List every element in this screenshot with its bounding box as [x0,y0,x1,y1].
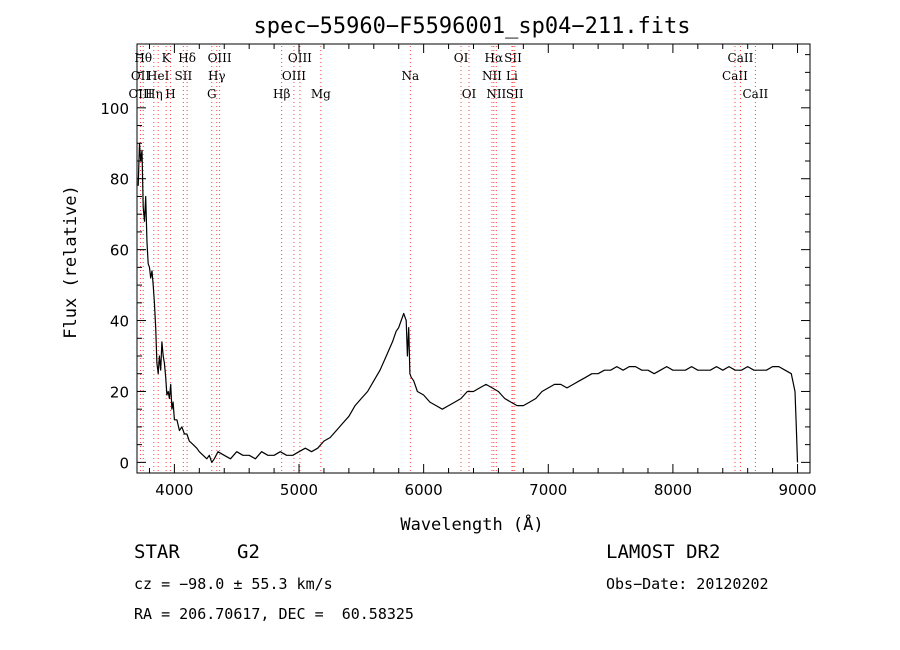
line-marker-label: G [207,87,217,101]
line-marker-label: CaII [728,51,754,65]
y-tick-label: 0 [119,454,129,472]
y-tick-label: 60 [110,242,129,260]
x-tick-label: 5000 [280,481,318,499]
line-marker-label: OII [131,69,151,83]
line-marker-label: OI [454,51,469,65]
line-markers: HθOIIOIIIHηHeIKHSIIHδGHγOIIIHβOIIIOIIIMg… [128,46,769,473]
survey-name: LAMOST DR2 [606,541,721,563]
line-marker-label: CaII [722,69,748,83]
x-tick-label: 9000 [778,481,816,499]
x-tick-label: 7000 [529,481,567,499]
x-tick-label: 4000 [155,481,193,499]
y-tick-label: 20 [110,383,129,401]
line-marker-label: Hγ [208,69,226,83]
line-marker-label: NII [482,69,502,83]
line-marker-label: HeI [147,69,170,83]
line-marker-label: CaII [742,87,768,101]
line-marker-label: K [162,51,172,65]
line-marker-label: Hη [145,87,163,101]
x-tick-label: 6000 [405,481,443,499]
spectrum-line [137,142,799,463]
x-tick-label: 8000 [654,481,692,499]
line-marker-label: OIII [208,51,232,65]
line-marker-label: H [165,87,175,101]
object-subclass: G2 [237,541,260,563]
y-tick-label: 100 [100,100,129,118]
line-marker-label: Hβ [273,87,290,101]
line-marker-label: Li [506,69,518,83]
line-marker-label: OIII [288,51,312,65]
y-tick-label: 40 [110,313,129,331]
y-axis-label: Flux (relative) [61,185,81,339]
line-marker-label: OI [462,87,477,101]
line-marker-label: Mg [311,87,331,101]
plot-frame [136,43,811,474]
line-marker-label: SII [175,69,193,83]
line-marker-label: NII [486,87,506,101]
line-marker-label: SII [504,51,522,65]
object-class: STAR [134,541,180,563]
y-tick-label: 80 [110,171,129,189]
line-marker-label: Na [401,69,419,83]
line-marker-label: OIII [128,87,152,101]
line-marker-label: Hα [485,51,504,65]
chart-title: spec−55960−F5596001_sp04−211.fits [253,14,690,39]
axes: 4000 5000 6000 7000 8000 9000 0 20 40 60 80 100 [100,43,817,499]
sky-coordinates: RA = 206.70617, DEC = 60.58325 [134,605,414,623]
x-axis-label: Wavelength (Å) [400,513,543,535]
spectrum-series [137,142,799,463]
line-marker-label: OIII [282,69,306,83]
line-marker-label: Hδ [178,51,196,65]
redshift-cz: cz = −98.0 ± 55.3 km/s [134,575,333,593]
observation-date: Obs−Date: 20120202 [606,575,769,593]
line-marker-label: SII [506,87,524,101]
